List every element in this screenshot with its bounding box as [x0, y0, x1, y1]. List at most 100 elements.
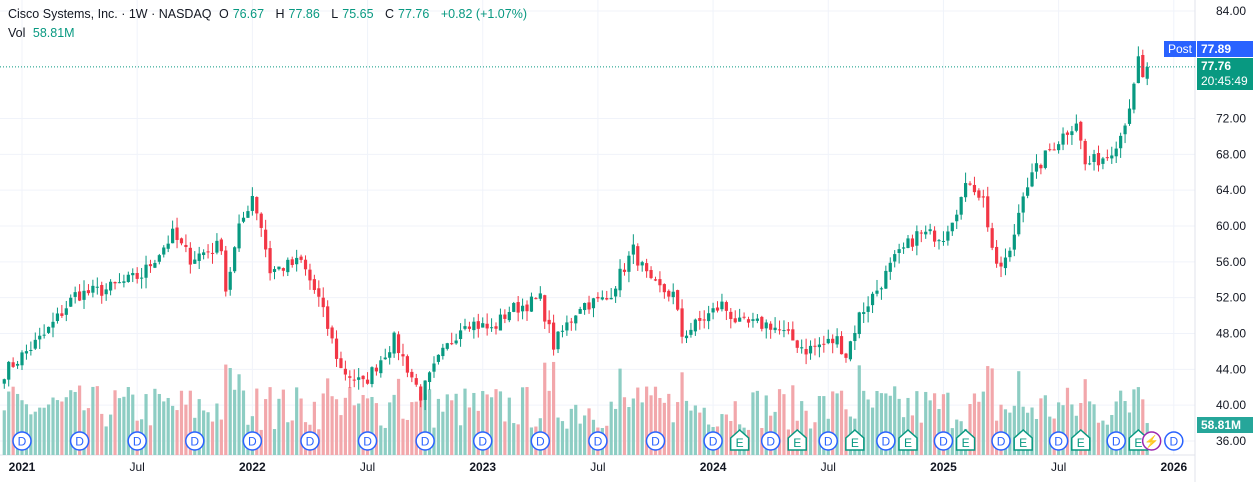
volume-bar: [1101, 420, 1105, 455]
candle-body: [870, 293, 875, 306]
volume-bar: [857, 365, 861, 455]
volume-bar: [556, 417, 560, 455]
candle-body: [1105, 157, 1109, 159]
candle-body: [73, 292, 77, 297]
candle-body: [419, 386, 423, 401]
volume-bar: [680, 372, 684, 455]
dividend-icon: [300, 431, 320, 451]
volume-bar: [649, 395, 653, 455]
volume-bar: [255, 388, 259, 455]
dividend-icon: [415, 431, 435, 451]
candle-body: [7, 361, 11, 380]
candle-body: [427, 372, 432, 383]
volume-bar: [392, 394, 396, 455]
candle-body: [667, 290, 671, 297]
volume-bar: [702, 407, 706, 455]
x-tick-label: 2021: [9, 460, 36, 474]
volume-bar: [1043, 395, 1047, 455]
volume-bar: [104, 426, 108, 455]
candle-body: [755, 318, 759, 321]
earnings-icon-letter: E: [962, 436, 970, 450]
volume-bar: [100, 413, 104, 455]
volume-bar: [352, 405, 356, 455]
dividend-icon: [588, 431, 608, 451]
candle-body: [348, 376, 352, 378]
candle-body: [764, 322, 768, 329]
candle-body: [915, 231, 919, 246]
dividend-icon: [1106, 431, 1126, 451]
dividend-icon-letter: D: [709, 435, 718, 449]
candle-body: [224, 250, 228, 292]
candle-body: [543, 295, 547, 322]
candle-body: [645, 263, 649, 272]
volume-bar: [667, 393, 671, 455]
volume-bar: [928, 400, 932, 455]
candle-body: [290, 259, 294, 265]
volume-bar: [547, 390, 551, 455]
volume-bar: [800, 401, 804, 455]
volume-bar: [419, 393, 423, 455]
volume-bar: [171, 405, 175, 455]
candle-body: [671, 291, 675, 298]
candle-body: [233, 247, 237, 272]
dividend-icon-letter: D: [1169, 435, 1178, 449]
volume-bar: [1048, 416, 1052, 455]
dividend-icon: [472, 431, 493, 451]
volume-bar: [454, 393, 458, 455]
candle-body: [489, 327, 494, 329]
volume-bar: [1127, 412, 1132, 455]
volume-bar: [897, 398, 901, 455]
candle-body: [1026, 187, 1030, 196]
volume-bar: [55, 400, 60, 455]
volume-bar: [472, 392, 476, 455]
volume-bar: [507, 397, 511, 455]
candle-body: [733, 318, 737, 323]
candle-body: [396, 334, 401, 354]
volume-bar: [941, 394, 946, 455]
earnings-icon-letter: E: [793, 436, 801, 450]
candle-body: [379, 360, 383, 374]
volume-bar: [277, 398, 281, 455]
volume-bar: [441, 411, 445, 455]
candle-body: [835, 336, 839, 345]
volume-bar: [693, 405, 697, 455]
candle-body: [826, 338, 830, 344]
candle-body: [760, 316, 764, 329]
candle-body: [272, 269, 277, 272]
volume-bar: [11, 386, 15, 455]
dividend-icon-letter: D: [882, 435, 891, 449]
volume-bar: [831, 391, 835, 455]
volume-bar: [1092, 404, 1096, 455]
candle-body: [578, 309, 582, 314]
candle-body: [529, 296, 534, 312]
volume-bar: [144, 394, 148, 455]
candle-body: [600, 297, 604, 300]
volume-bar: [640, 402, 644, 455]
volume-bar: [60, 401, 64, 455]
volume-bar: [339, 415, 343, 455]
volume-bar: [1132, 389, 1136, 455]
volume-bar: [755, 390, 759, 455]
candle-body: [1088, 163, 1092, 165]
volume-bar: [370, 396, 374, 455]
x-tick-label: Jul: [1051, 460, 1066, 474]
volume-bar: [321, 393, 325, 455]
candle-body: [1136, 56, 1140, 84]
volume-bar: [374, 403, 378, 455]
volume-bar: [348, 387, 352, 455]
candle-body: [968, 183, 972, 185]
candle-body: [494, 326, 498, 329]
candle-body: [640, 262, 644, 266]
volume-bar: [512, 423, 516, 455]
candle-body: [299, 256, 303, 260]
candle-body: [698, 318, 702, 321]
volume-bar: [733, 401, 737, 455]
dividend-icon: [530, 431, 551, 451]
candle-body: [166, 243, 170, 249]
volume-bar: [427, 389, 432, 455]
volume-bar: [1003, 409, 1008, 455]
dividend-icon: [357, 431, 378, 451]
candle-body: [547, 319, 551, 325]
chart-legend: Cisco Systems, Inc. · 1W · NASDAQ O 76.67…: [8, 5, 531, 43]
